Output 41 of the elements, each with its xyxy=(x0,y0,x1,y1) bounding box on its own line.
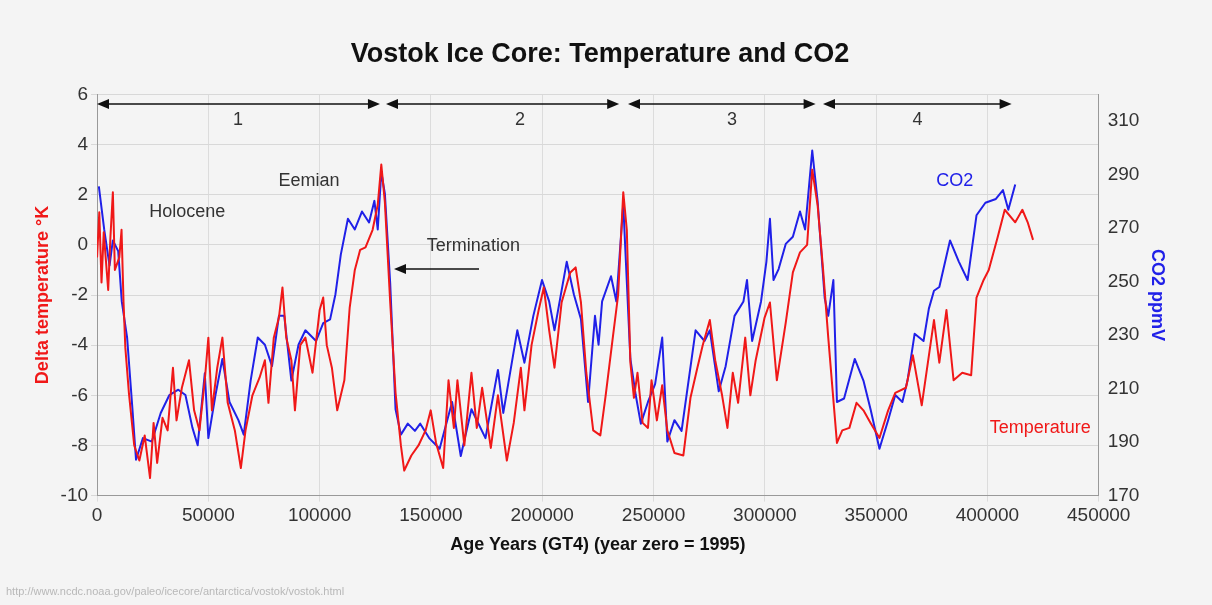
y-tick-label: -10 xyxy=(60,483,89,505)
x-axis-title: Age Years (GT4) (year zero = 1995) xyxy=(450,534,746,555)
x-tick-label: 350000 xyxy=(844,504,908,526)
y-tick-label: 6 xyxy=(77,82,89,104)
x-tick-label: 150000 xyxy=(399,504,463,526)
x-tick-label: 250000 xyxy=(621,504,686,526)
annotation: 4 xyxy=(912,109,923,130)
y2-tick-label: 230 xyxy=(1107,323,1140,345)
annotation: Termination xyxy=(426,235,520,256)
y-tick-label: -8 xyxy=(71,433,89,455)
y2-tick-label: 290 xyxy=(1107,162,1140,184)
y-tick-label: 4 xyxy=(77,132,89,154)
y2-tick-label: 210 xyxy=(1107,376,1140,398)
x-tick-label: 0 xyxy=(91,504,103,526)
annotation: 3 xyxy=(726,109,738,130)
y-tick-label: -2 xyxy=(71,283,89,305)
y2-tick-label: 190 xyxy=(1107,430,1140,452)
y2-tick-label: 250 xyxy=(1107,269,1140,291)
y2-tick-label: 170 xyxy=(1107,483,1140,505)
annotation: Holocene xyxy=(149,200,226,221)
text: http://www.ncdc.noaa.gov/paleo/icecore/antarctica/vostok/vostok.html xyxy=(6,585,345,597)
x-tick-label: 450000 xyxy=(1067,504,1131,526)
x-tick-label: 100000 xyxy=(287,504,352,526)
annotation: 2 xyxy=(514,109,525,130)
y-tick-label: -6 xyxy=(71,383,89,405)
y2-tick-label: 270 xyxy=(1107,216,1140,238)
annotation: Eemian xyxy=(278,169,340,190)
y-tick-label: 0 xyxy=(77,233,89,255)
x-tick-label: 50000 xyxy=(181,504,235,526)
x-tick-label: 300000 xyxy=(733,504,797,526)
y-tick-label: 2 xyxy=(77,182,89,204)
annotation: 1 xyxy=(232,109,243,130)
series-label: CO2 xyxy=(936,169,974,190)
x-tick-label: 200000 xyxy=(510,504,574,526)
y-tick-label: -4 xyxy=(71,333,89,355)
x-tick-label: 400000 xyxy=(955,504,1020,526)
chart-title: Vostok Ice Core: Temperature and CO2 xyxy=(350,37,850,68)
text: Temperature xyxy=(989,416,1091,437)
y2-tick-label: 310 xyxy=(1107,109,1140,131)
y-axis-title: Delta temperature °K xyxy=(31,205,52,385)
y2-axis-title: CO2 ppmV xyxy=(1148,248,1169,342)
